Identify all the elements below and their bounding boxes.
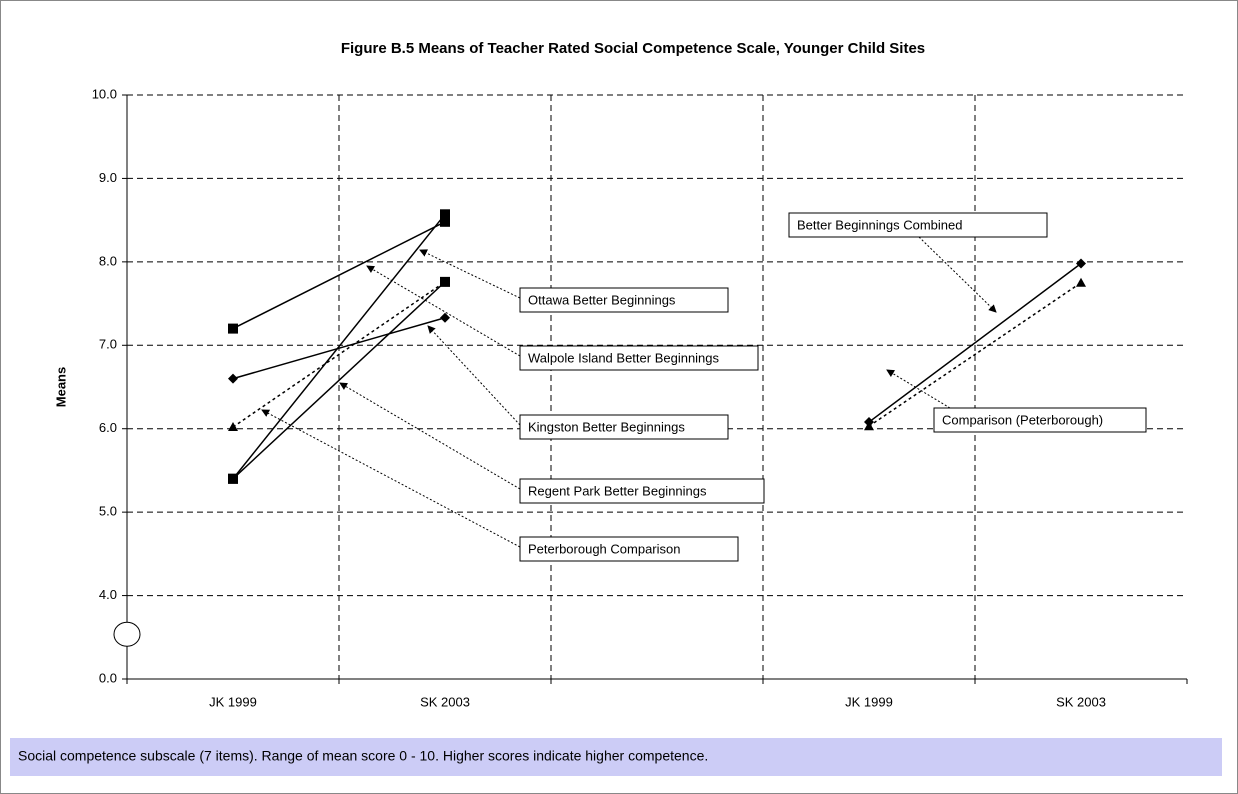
marker [440, 312, 450, 323]
y-tick-label: 10.0 [92, 86, 117, 101]
callout-arrow [366, 265, 521, 357]
series-line [868, 282, 1082, 427]
marker [1076, 277, 1086, 287]
series-line [232, 281, 446, 428]
callout-arrow [261, 409, 521, 548]
callout-box [519, 478, 765, 504]
x-tick-label: JK 1999 [209, 694, 257, 709]
y-tick-label: 6.0 [99, 420, 117, 435]
x-tick-label: SK 2003 [420, 694, 470, 709]
series-line [232, 281, 446, 480]
callout-arrow [419, 249, 521, 299]
marker [440, 276, 450, 286]
y-tick-label: 9.0 [99, 170, 117, 185]
callout-label: Regent Park Better Beginnings [528, 483, 707, 498]
axis-break [113, 621, 141, 647]
y-tick-label: 4.0 [99, 587, 117, 602]
callout-label: Peterborough Comparison [528, 541, 680, 556]
marker [864, 421, 874, 431]
callout-box [519, 536, 739, 562]
callout-box [933, 407, 1147, 433]
callout-label: Kingston Better Beginnings [528, 419, 685, 434]
callout-arrow [339, 382, 521, 490]
callout-label: Walpole Island Better Beginnings [528, 350, 720, 365]
callout-arrow [918, 236, 997, 313]
callout-label: Better Beginnings Combined [797, 217, 963, 232]
series-line [232, 213, 446, 480]
marker [228, 373, 238, 384]
marker [228, 323, 238, 334]
y-tick-label: 8.0 [99, 253, 117, 268]
callout-label: Comparison (Peterborough) [942, 412, 1103, 427]
callout-arrow [427, 325, 521, 426]
x-tick-label: JK 1999 [845, 694, 893, 709]
callout-label: Ottawa Better Beginnings [528, 292, 676, 307]
y-tick-label: 5.0 [99, 504, 117, 519]
y-axis-label: Means [53, 367, 68, 407]
y-tick-label: 0.0 [99, 670, 117, 685]
note-bar [10, 738, 1222, 776]
callout-arrow [886, 369, 951, 409]
series-line [232, 221, 446, 330]
marker [228, 422, 238, 432]
series-line [232, 317, 446, 380]
callout-box [519, 345, 759, 371]
marker [440, 216, 450, 227]
marker [228, 473, 238, 484]
x-tick-label: SK 2003 [1056, 694, 1106, 709]
y-tick-label: 7.0 [99, 337, 117, 352]
marker [440, 209, 450, 220]
marker [1076, 258, 1086, 269]
chart-title: Figure B.5 Means of Teacher Rated Social… [341, 40, 925, 57]
note: Social competence subscale (7 items). Ra… [18, 748, 708, 764]
callout-box [788, 212, 1048, 238]
callout-box [519, 287, 729, 313]
callout-box [519, 414, 729, 440]
series-line [868, 262, 1082, 423]
